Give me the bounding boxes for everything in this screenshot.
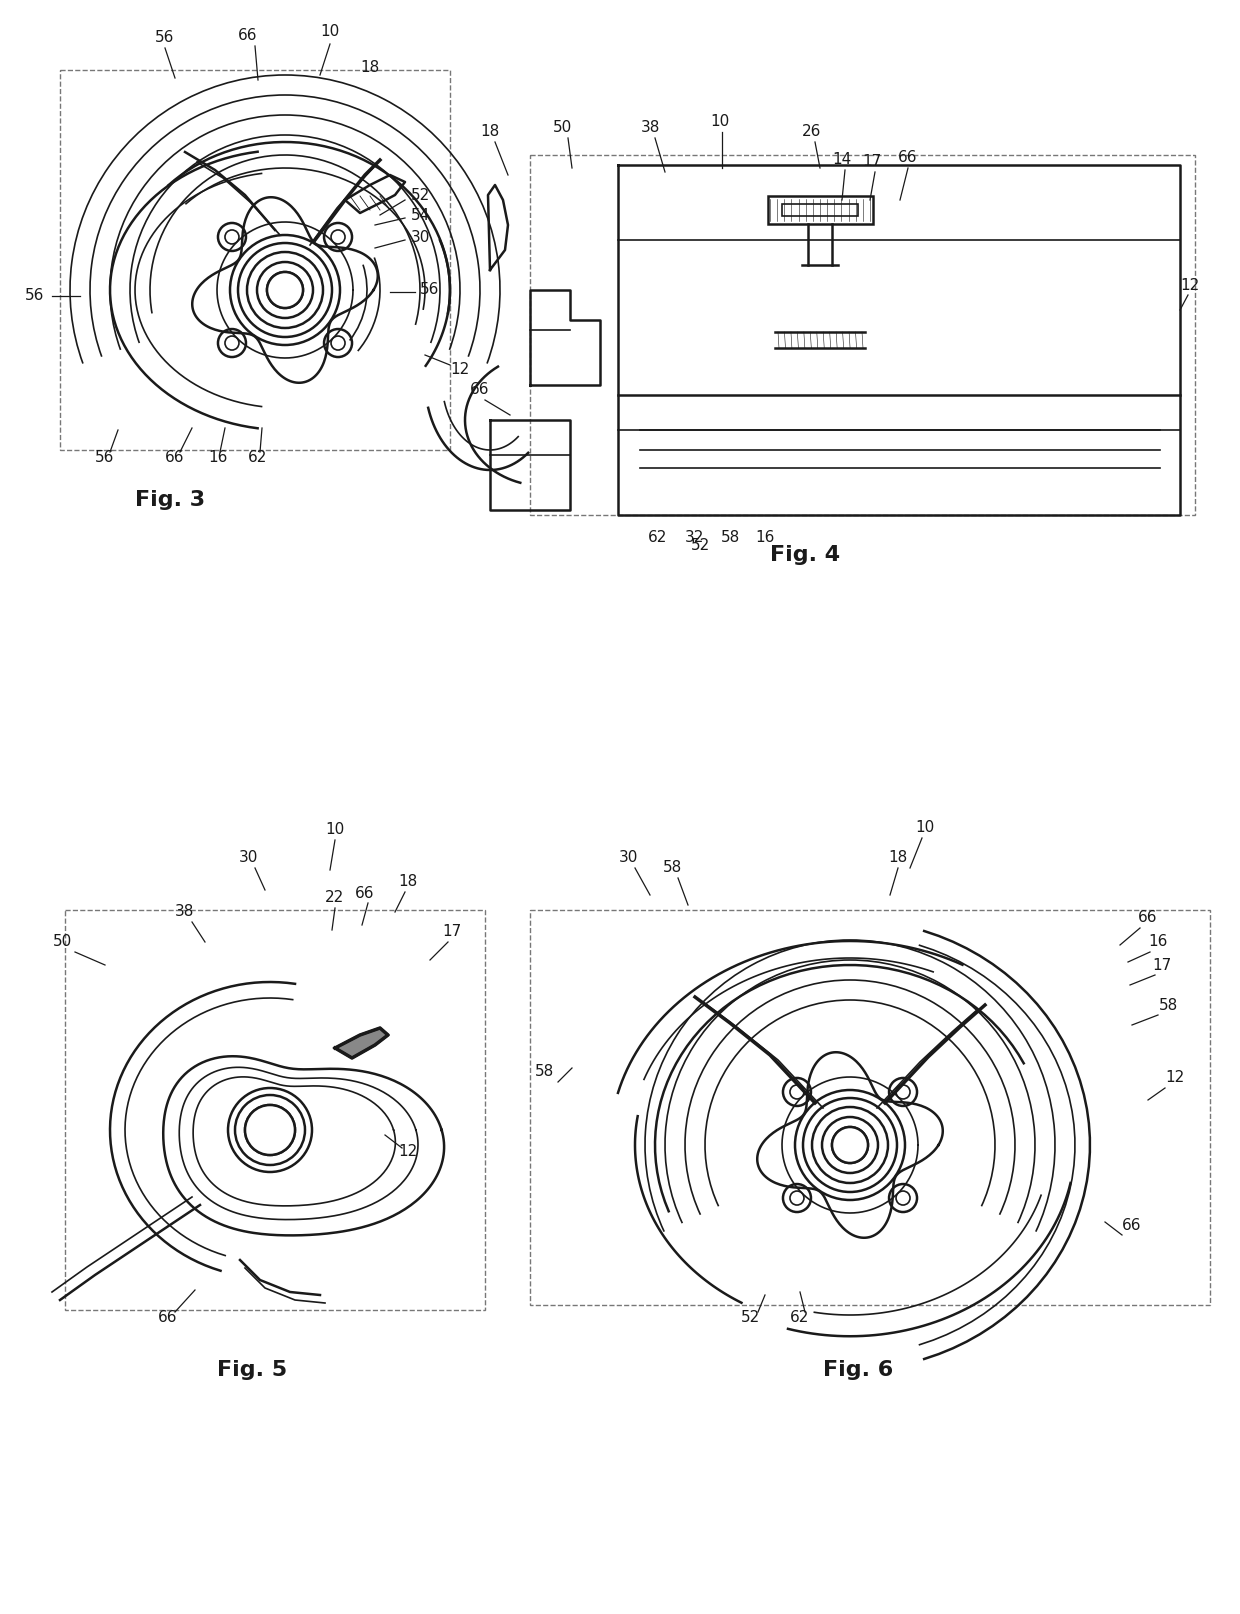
Bar — [768, 195, 873, 224]
Text: 62: 62 — [248, 450, 268, 465]
Text: 32: 32 — [686, 531, 704, 546]
Text: 66: 66 — [238, 27, 258, 42]
Text: 54: 54 — [410, 208, 429, 223]
Text: 66: 66 — [470, 383, 490, 397]
Text: 12: 12 — [398, 1144, 418, 1159]
Circle shape — [324, 329, 352, 357]
Text: 52: 52 — [410, 187, 429, 202]
Bar — [64, 910, 485, 1311]
Text: 16: 16 — [755, 531, 775, 546]
Text: 12: 12 — [1166, 1070, 1184, 1086]
Text: 58: 58 — [720, 531, 739, 546]
Text: 18: 18 — [398, 875, 418, 889]
Text: 50: 50 — [52, 935, 72, 949]
Text: 17: 17 — [443, 925, 461, 939]
Circle shape — [782, 1185, 811, 1212]
Text: 56: 56 — [155, 31, 175, 45]
Text: 10: 10 — [320, 24, 340, 39]
Bar — [529, 155, 1195, 515]
Circle shape — [782, 1078, 811, 1106]
Bar — [529, 910, 1210, 1306]
Circle shape — [324, 223, 352, 250]
Text: 30: 30 — [619, 851, 637, 865]
Bar — [60, 69, 450, 450]
Bar — [782, 203, 858, 216]
Text: 26: 26 — [802, 124, 822, 139]
Text: 66: 66 — [355, 886, 374, 901]
Text: 58: 58 — [536, 1065, 554, 1080]
Circle shape — [889, 1078, 918, 1106]
Text: 14: 14 — [832, 152, 852, 168]
Text: 38: 38 — [640, 121, 660, 136]
Text: 66: 66 — [1122, 1217, 1142, 1233]
Text: 58: 58 — [662, 860, 682, 875]
Text: 17: 17 — [1152, 957, 1172, 973]
Text: 38: 38 — [175, 904, 195, 920]
Text: 22: 22 — [325, 891, 345, 905]
Text: 12: 12 — [1180, 278, 1199, 292]
Text: 66: 66 — [165, 450, 185, 465]
Text: 62: 62 — [790, 1311, 810, 1325]
Text: 10: 10 — [915, 820, 935, 836]
Text: 10: 10 — [325, 823, 345, 838]
Polygon shape — [335, 1028, 388, 1059]
Circle shape — [889, 1185, 918, 1212]
Text: 16: 16 — [208, 450, 228, 465]
Text: 12: 12 — [450, 363, 470, 378]
Circle shape — [267, 273, 303, 308]
Text: 18: 18 — [361, 60, 379, 76]
Text: Fig. 4: Fig. 4 — [770, 546, 839, 565]
Text: 66: 66 — [1138, 910, 1158, 925]
Text: 56: 56 — [420, 282, 440, 297]
Text: 66: 66 — [159, 1311, 177, 1325]
Text: Fig. 6: Fig. 6 — [823, 1361, 893, 1380]
Circle shape — [832, 1127, 868, 1164]
Text: 30: 30 — [238, 851, 258, 865]
Text: 56: 56 — [25, 289, 45, 303]
Text: 30: 30 — [410, 231, 430, 245]
Text: 56: 56 — [95, 450, 114, 465]
Text: 66: 66 — [898, 150, 918, 166]
Text: 58: 58 — [1158, 997, 1178, 1012]
Circle shape — [218, 329, 246, 357]
Circle shape — [218, 223, 246, 250]
Text: 18: 18 — [480, 124, 500, 139]
Text: 62: 62 — [649, 531, 667, 546]
Circle shape — [246, 1106, 295, 1156]
Text: Fig. 3: Fig. 3 — [135, 491, 205, 510]
Text: 50: 50 — [552, 121, 572, 136]
Text: 52: 52 — [740, 1311, 760, 1325]
Text: 10: 10 — [711, 115, 729, 129]
Text: 17: 17 — [862, 155, 882, 169]
Text: Fig. 5: Fig. 5 — [217, 1361, 288, 1380]
Text: 52: 52 — [691, 537, 709, 552]
Text: 18: 18 — [888, 851, 908, 865]
Text: 16: 16 — [1148, 935, 1168, 949]
